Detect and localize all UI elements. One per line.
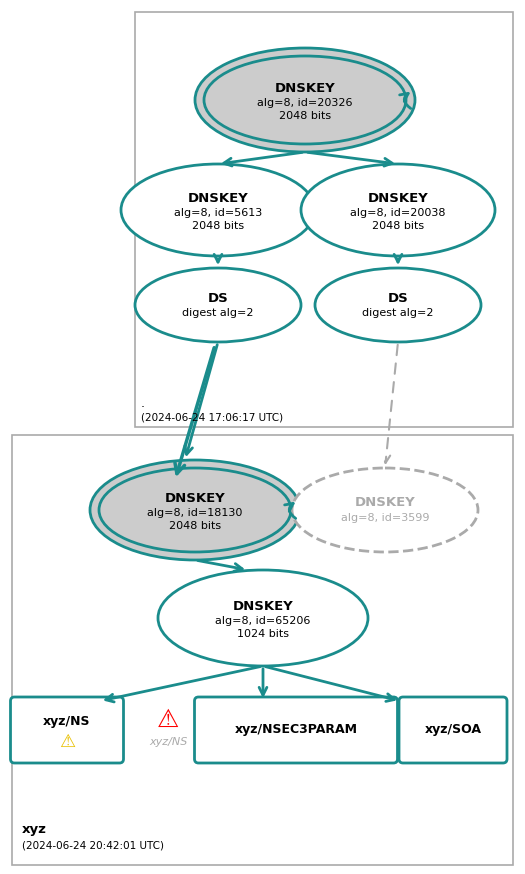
FancyBboxPatch shape [10,697,123,763]
Ellipse shape [315,268,481,342]
FancyBboxPatch shape [194,697,397,763]
Text: xyz/NS: xyz/NS [43,716,91,729]
Text: alg=8, id=20326: alg=8, id=20326 [257,98,353,108]
Text: 2048 bits: 2048 bits [169,521,221,531]
FancyBboxPatch shape [399,697,507,763]
Text: digest alg=2: digest alg=2 [182,308,254,318]
Text: alg=8, id=3599: alg=8, id=3599 [341,513,429,523]
Text: .: . [141,397,145,410]
Text: DNSKEY: DNSKEY [165,491,225,504]
Text: (2024-06-24 17:06:17 UTC): (2024-06-24 17:06:17 UTC) [141,413,283,423]
Text: alg=8, id=20038: alg=8, id=20038 [350,208,446,218]
Ellipse shape [121,164,315,256]
Text: alg=8, id=18130: alg=8, id=18130 [148,508,243,518]
Text: DNSKEY: DNSKEY [368,191,428,205]
Ellipse shape [204,56,406,144]
Ellipse shape [99,468,291,552]
Text: alg=8, id=65206: alg=8, id=65206 [215,616,311,626]
Text: xyz/NSEC3PARAM: xyz/NSEC3PARAM [235,724,358,737]
Text: xyz/NS: xyz/NS [149,737,187,747]
Text: 2048 bits: 2048 bits [192,221,244,231]
Text: 2048 bits: 2048 bits [279,111,331,121]
Text: DS: DS [387,292,408,304]
Text: DS: DS [207,292,228,304]
Text: xyz/SOA: xyz/SOA [425,724,481,737]
FancyBboxPatch shape [135,12,513,427]
Ellipse shape [292,468,478,552]
Text: ⚠: ⚠ [157,708,179,732]
Text: alg=8, id=5613: alg=8, id=5613 [174,208,262,218]
Text: 1024 bits: 1024 bits [237,629,289,639]
Text: xyz: xyz [22,823,47,836]
Text: ⚠: ⚠ [59,733,75,751]
Ellipse shape [301,164,495,256]
Ellipse shape [90,460,300,560]
Text: DNSKEY: DNSKEY [187,191,248,205]
Text: DNSKEY: DNSKEY [233,600,293,613]
Ellipse shape [158,570,368,666]
Text: DNSKEY: DNSKEY [354,496,415,510]
Text: 2048 bits: 2048 bits [372,221,424,231]
Text: (2024-06-24 20:42:01 UTC): (2024-06-24 20:42:01 UTC) [22,841,164,851]
FancyBboxPatch shape [12,435,513,865]
Text: digest alg=2: digest alg=2 [362,308,434,318]
Ellipse shape [135,268,301,342]
Ellipse shape [195,48,415,152]
Text: DNSKEY: DNSKEY [275,81,335,94]
